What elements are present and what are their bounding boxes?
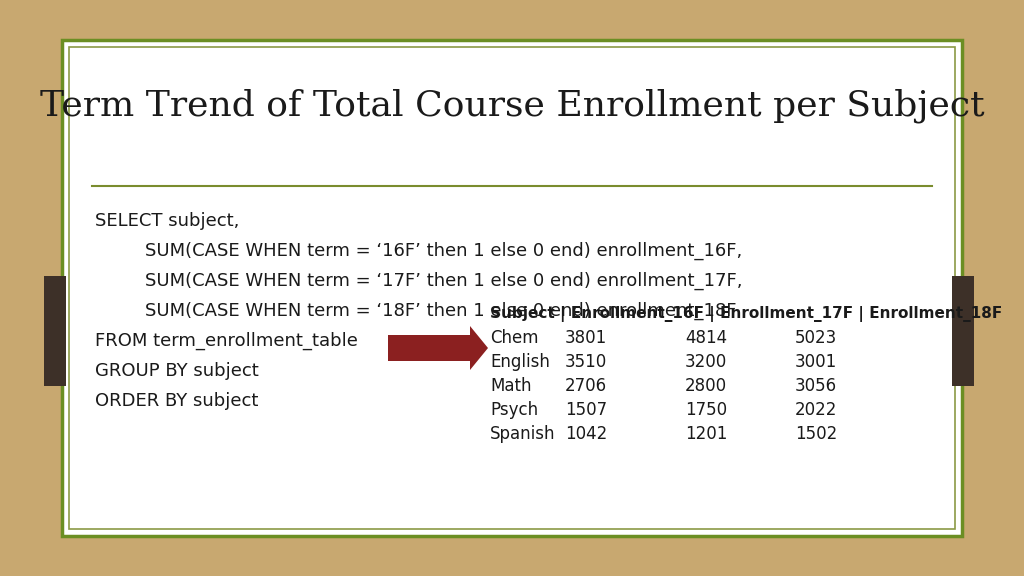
Text: Psych: Psych [490,401,539,419]
Text: SUM(CASE WHEN term = ‘17F’ then 1 else 0 end) enrollment_17F,: SUM(CASE WHEN term = ‘17F’ then 1 else 0… [145,272,742,290]
Text: 4814: 4814 [685,329,727,347]
Text: 2706: 2706 [565,377,607,395]
Text: 3801: 3801 [565,329,607,347]
Text: 1502: 1502 [795,425,838,443]
Text: 3001: 3001 [795,353,838,371]
Text: Subject | Enrollment_16F | Enrollment_17F | Enrollment_18F: Subject | Enrollment_16F | Enrollment_17… [490,306,1002,322]
Text: SUM(CASE WHEN term = ‘16F’ then 1 else 0 end) enrollment_16F,: SUM(CASE WHEN term = ‘16F’ then 1 else 0… [145,242,742,260]
Polygon shape [388,326,488,370]
Bar [44,276,66,386]
Text: 3200: 3200 [685,353,727,371]
Text: 2022: 2022 [795,401,838,419]
Text: 2800: 2800 [685,377,727,395]
Text: 1750: 1750 [685,401,727,419]
Text: GROUP BY subject: GROUP BY subject [95,362,259,380]
Text: English: English [490,353,550,371]
Text: 5023: 5023 [795,329,838,347]
Bar [62,40,962,536]
Bar [952,276,974,386]
Text: ORDER BY subject: ORDER BY subject [95,392,258,410]
Text: FROM term_enrollment_table: FROM term_enrollment_table [95,332,357,350]
Text: 1507: 1507 [565,401,607,419]
Text: SUM(CASE WHEN term = ‘18F’ then 1 else 0 end) enrollment_18F: SUM(CASE WHEN term = ‘18F’ then 1 else 0… [145,302,736,320]
Text: Spanish: Spanish [490,425,555,443]
Text: 1201: 1201 [685,425,727,443]
Text: 3510: 3510 [565,353,607,371]
Text: 3056: 3056 [795,377,838,395]
Text: Math: Math [490,377,531,395]
Text: Chem: Chem [490,329,539,347]
Text: 1042: 1042 [565,425,607,443]
Text: SELECT subject,: SELECT subject, [95,212,240,230]
Text: Term Trend of Total Course Enrollment per Subject: Term Trend of Total Course Enrollment pe… [40,89,984,123]
Bar [69,47,955,529]
